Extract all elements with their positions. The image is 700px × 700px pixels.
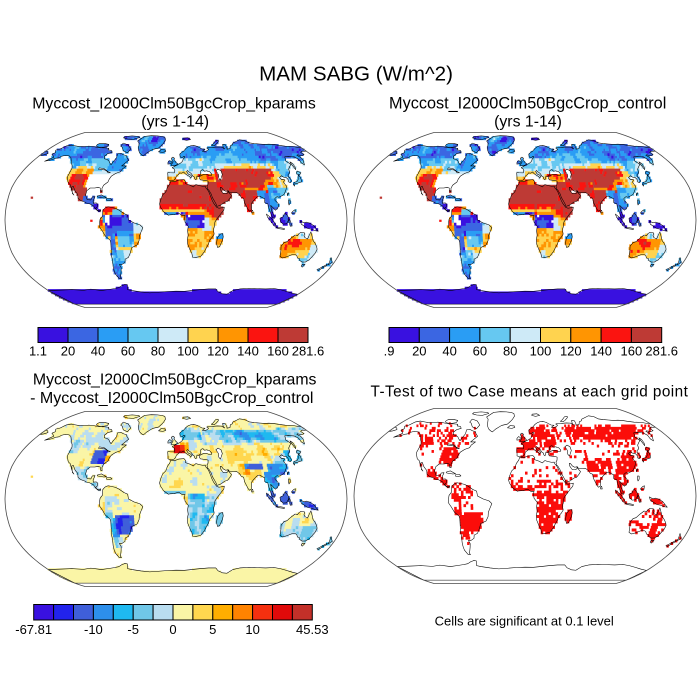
svg-text:40: 40 (91, 344, 105, 359)
svg-text:(yrs 1-14): (yrs 1-14) (141, 114, 209, 131)
svg-text:45.53: 45.53 (296, 622, 329, 637)
svg-text:10: 10 (245, 622, 259, 637)
svg-text:140: 140 (590, 344, 612, 359)
svg-text:Cells are significant at 0.1 l: Cells are significant at 0.1 level (435, 614, 614, 629)
svg-text:140: 140 (237, 344, 259, 359)
svg-text:100: 100 (177, 344, 199, 359)
svg-text:20: 20 (412, 344, 426, 359)
svg-text:- Myccost_I2000Clm50BgcCrop_co: - Myccost_I2000Clm50BgcCrop_control (30, 389, 313, 407)
svg-text:5: 5 (209, 622, 216, 637)
svg-text:60: 60 (121, 344, 135, 359)
svg-text:T-Test of two Case means at ea: T-Test of two Case means at each grid po… (371, 384, 689, 401)
svg-text:160: 160 (621, 344, 643, 359)
svg-text:-5: -5 (127, 622, 139, 637)
svg-text:0: 0 (169, 622, 176, 637)
svg-text:120: 120 (560, 344, 582, 359)
svg-text:Myccost_I2000Clm50BgcCrop_kpar: Myccost_I2000Clm50BgcCrop_kparams (32, 96, 316, 113)
svg-text:-67.81: -67.81 (15, 622, 52, 637)
svg-text:MAM SABG (W/m^2): MAM SABG (W/m^2) (259, 63, 453, 86)
svg-text:40: 40 (442, 344, 456, 359)
svg-text:.9: .9 (384, 344, 395, 359)
svg-text:281.6: 281.6 (292, 344, 325, 359)
svg-text:160: 160 (267, 344, 289, 359)
svg-text:-10: -10 (84, 622, 103, 637)
svg-text:60: 60 (473, 344, 487, 359)
svg-text:281.6: 281.6 (645, 344, 678, 359)
svg-text:1.1: 1.1 (29, 344, 47, 359)
svg-text:Myccost_I2000Clm50BgcCrop_kpar: Myccost_I2000Clm50BgcCrop_kparams (33, 372, 317, 389)
svg-text:80: 80 (151, 344, 165, 359)
svg-text:80: 80 (503, 344, 517, 359)
svg-text:(yrs 1-14): (yrs 1-14) (494, 114, 562, 131)
svg-text:20: 20 (61, 344, 75, 359)
svg-text:100: 100 (530, 344, 552, 359)
svg-text:Myccost_I2000Clm50BgcCrop_cont: Myccost_I2000Clm50BgcCrop_control (389, 95, 666, 113)
svg-text:120: 120 (207, 344, 229, 359)
